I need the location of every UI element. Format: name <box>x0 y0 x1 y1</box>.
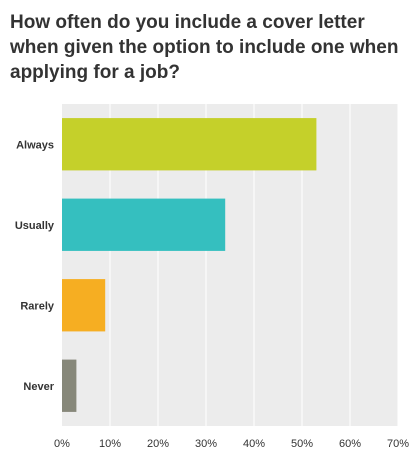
x-tick-label: 40% <box>243 438 265 450</box>
bar-rarely <box>62 279 106 332</box>
x-tick-label: 20% <box>147 438 169 450</box>
category-label-rarely: Rarely <box>20 300 55 312</box>
category-label-always: Always <box>16 139 54 151</box>
chart-title: How often do you include a cover letter … <box>10 12 399 83</box>
x-tick-label: 70% <box>387 438 409 450</box>
x-tick-label: 50% <box>291 438 313 450</box>
category-labels: Always Usually Rarely Never <box>15 139 55 393</box>
bar-usually <box>62 198 226 251</box>
category-label-usually: Usually <box>15 220 55 232</box>
x-axis-ticks: 0% 10% 20% 30% 40% 50% 60% 70% <box>54 438 409 450</box>
x-tick-label: 0% <box>54 438 70 450</box>
bar-always <box>62 118 317 171</box>
category-label-never: Never <box>23 381 54 393</box>
x-tick-label: 10% <box>99 438 121 450</box>
bar-never <box>62 359 77 412</box>
x-tick-label: 60% <box>339 438 361 450</box>
bars <box>62 118 317 412</box>
x-tick-label: 30% <box>195 438 217 450</box>
